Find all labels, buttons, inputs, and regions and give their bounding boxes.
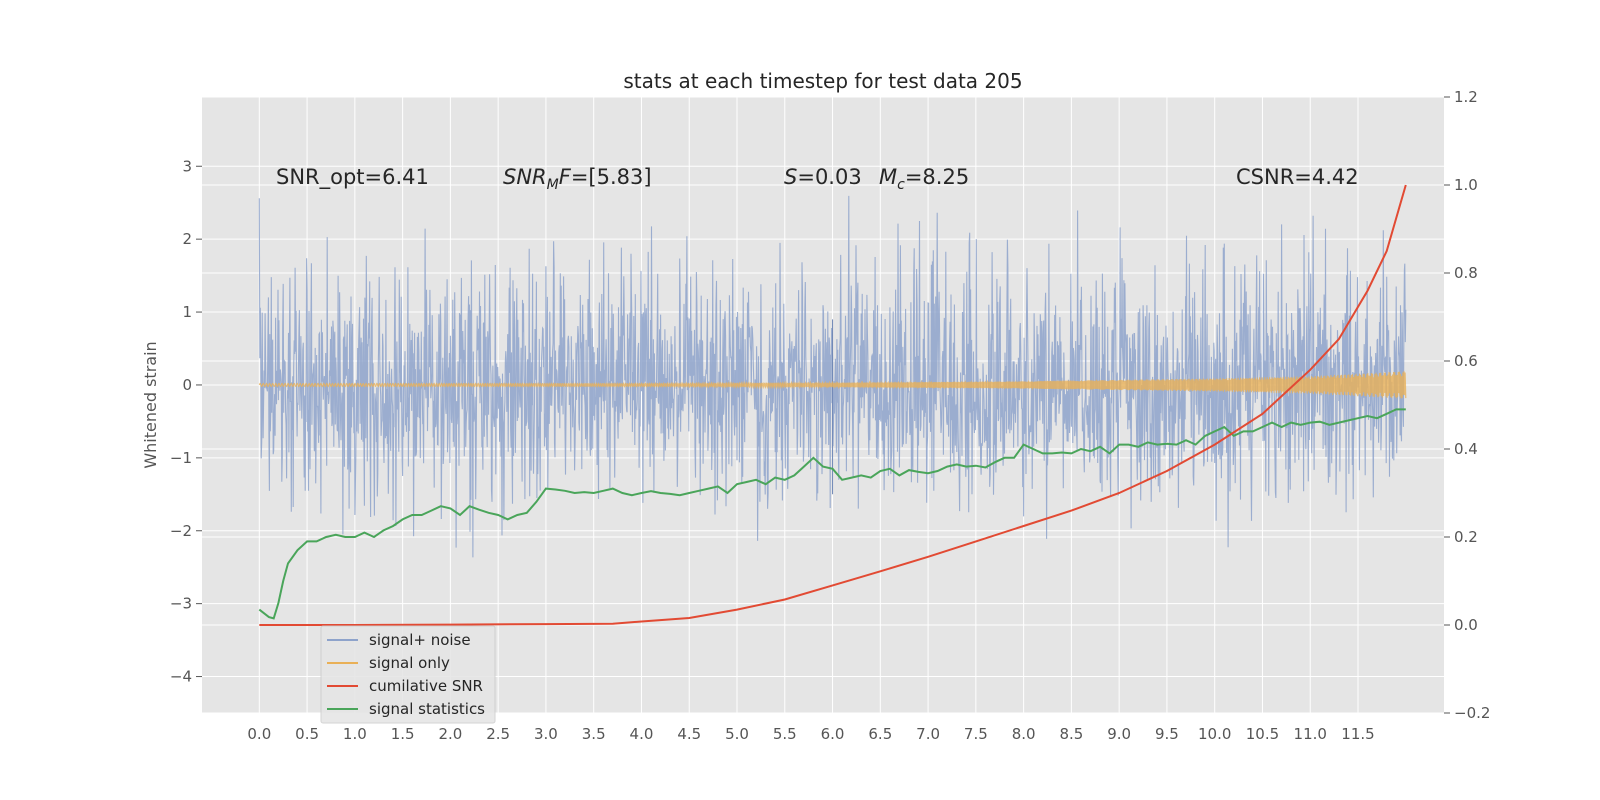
x-tick-label: 11.5 bbox=[1341, 725, 1374, 743]
x-tick-label: 3.5 bbox=[582, 725, 606, 743]
x-tick-label: 7.5 bbox=[964, 725, 988, 743]
x-tick-label: 11.0 bbox=[1294, 725, 1327, 743]
annotation-mc-value: =8.25 bbox=[905, 165, 969, 189]
x-tick-label: 9.5 bbox=[1155, 725, 1179, 743]
x-tick-label: 4.5 bbox=[677, 725, 701, 743]
y-left-tick-label: −3 bbox=[170, 595, 192, 613]
x-tick-label: 8.0 bbox=[1012, 725, 1036, 743]
y-left-tick-label: −2 bbox=[170, 522, 192, 540]
x-tick-label: 10.0 bbox=[1198, 725, 1231, 743]
legend-label-signal-only: signal only bbox=[369, 654, 450, 672]
y-left-tick-label: 0 bbox=[182, 376, 192, 394]
x-tick-label: 5.5 bbox=[773, 725, 797, 743]
y-axis-label: Whitened strain bbox=[141, 341, 160, 468]
signal-only-line bbox=[258, 371, 1407, 399]
legend: signal+ noise signal only cumilative SNR… bbox=[320, 625, 496, 724]
annotation-s-value: =0.03 bbox=[797, 165, 861, 189]
x-tick-label: 1.5 bbox=[391, 725, 415, 743]
annotation-snr-mf-sym: SNR bbox=[503, 165, 547, 189]
annotation-snr-mf-sym2: F bbox=[559, 165, 572, 189]
x-tick-label: 2.5 bbox=[486, 725, 510, 743]
x-tick-label: 10.5 bbox=[1246, 725, 1279, 743]
series-signal-only bbox=[258, 371, 1407, 399]
chart-title: stats at each timestep for test data 205 bbox=[623, 69, 1022, 93]
cumulative-snr-line bbox=[259, 184, 1407, 626]
y-left-tick-label: 3 bbox=[182, 157, 192, 175]
x-tick-label: 5.0 bbox=[725, 725, 749, 743]
annotation-mc-sym: M bbox=[879, 165, 897, 189]
y-left-tick-label: −4 bbox=[170, 668, 192, 686]
annotation-snr-opt: SNR_opt=6.41 bbox=[276, 165, 429, 190]
annotation-snr-mf-sub: M bbox=[547, 177, 559, 193]
annotation-s: S=0.03 bbox=[784, 165, 862, 189]
annotation-snr-mf-value: =[5.83] bbox=[571, 165, 652, 189]
x-tick-label: 6.0 bbox=[821, 725, 845, 743]
annotation-mc-sub: c bbox=[897, 177, 905, 193]
x-tick-label: 4.0 bbox=[630, 725, 654, 743]
x-tick-label: 7.0 bbox=[916, 725, 940, 743]
legend-label-signal-statistics: signal statistics bbox=[369, 700, 485, 718]
y-right-tick-label: −0.2 bbox=[1454, 704, 1490, 722]
annotation-s-sym: S bbox=[784, 165, 797, 189]
annotation-mc: Mc=8.25 bbox=[879, 165, 969, 193]
signal-statistics-line bbox=[258, 408, 1406, 620]
y-right-tick-label: 0.4 bbox=[1454, 440, 1478, 458]
x-tick-label: 3.0 bbox=[534, 725, 558, 743]
y-right-tick-label: 0.6 bbox=[1454, 352, 1478, 370]
x-tick-label: 1.0 bbox=[343, 725, 367, 743]
line-layer bbox=[258, 184, 1407, 626]
y-right-tick-label: 0.0 bbox=[1454, 616, 1478, 634]
legend-label-cumulative-snr: cumilative SNR bbox=[369, 677, 483, 695]
x-tick-label: 2.0 bbox=[438, 725, 462, 743]
x-tick-label: 6.5 bbox=[868, 725, 892, 743]
y-left-tick-label: 1 bbox=[182, 303, 192, 321]
x-tick-label: 0.0 bbox=[247, 725, 271, 743]
y-right-tick-label: 0.8 bbox=[1454, 264, 1478, 282]
y-left-tick-label: 2 bbox=[182, 230, 192, 248]
legend-label-signal-noise: signal+ noise bbox=[369, 631, 471, 649]
y-right-tick-label: 1.0 bbox=[1454, 176, 1478, 194]
legend-box bbox=[320, 625, 496, 724]
y-right-tick-label: 0.2 bbox=[1454, 528, 1478, 546]
y-left-tick-label: −1 bbox=[170, 449, 192, 467]
y-right-tick-label: 1.2 bbox=[1454, 88, 1478, 106]
annotation-snr-mf: SNRMF=[5.83] bbox=[503, 165, 652, 193]
x-tick-label: 0.5 bbox=[295, 725, 319, 743]
x-tick-label: 8.5 bbox=[1059, 725, 1083, 743]
annotation-csnr: CSNR=4.42 bbox=[1236, 165, 1359, 189]
x-tick-label: 9.0 bbox=[1107, 725, 1131, 743]
tick-layer: 0.0 0.5 1.0 1.5 2.0 2.5 3.0 3.5 4.0 4.5 5.0 5.5 6.0 6… bbox=[170, 88, 1491, 743]
series-signal-noise bbox=[258, 195, 1407, 558]
